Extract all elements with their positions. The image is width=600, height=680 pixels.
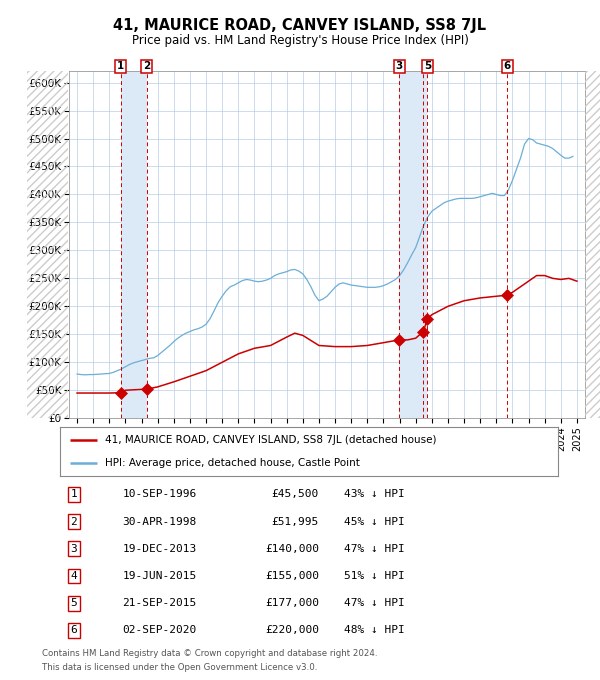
Text: 41, MAURICE ROAD, CANVEY ISLAND, SS8 7JL (detached house): 41, MAURICE ROAD, CANVEY ISLAND, SS8 7JL… [105, 435, 436, 445]
Text: £140,000: £140,000 [265, 544, 319, 554]
Text: 45% ↓ HPI: 45% ↓ HPI [344, 517, 404, 526]
Text: 19-DEC-2013: 19-DEC-2013 [122, 544, 197, 554]
Text: 47% ↓ HPI: 47% ↓ HPI [344, 544, 404, 554]
Text: 1: 1 [117, 61, 124, 71]
Bar [121, 71, 147, 418]
Text: 2: 2 [143, 61, 151, 71]
Text: 1: 1 [71, 490, 77, 499]
Text: £220,000: £220,000 [265, 626, 319, 635]
Text: 3: 3 [71, 544, 77, 554]
Text: £51,995: £51,995 [272, 517, 319, 526]
Text: 10-SEP-1996: 10-SEP-1996 [122, 490, 197, 499]
Text: 6: 6 [71, 626, 77, 635]
Text: 30-APR-1998: 30-APR-1998 [122, 517, 197, 526]
Text: 5: 5 [71, 598, 77, 608]
Text: 4: 4 [71, 571, 77, 581]
Text: 02-SEP-2020: 02-SEP-2020 [122, 626, 197, 635]
Text: Price paid vs. HM Land Registry's House Price Index (HPI): Price paid vs. HM Land Registry's House … [131, 34, 469, 48]
Text: HPI: Average price, detached house, Castle Point: HPI: Average price, detached house, Cast… [105, 458, 359, 468]
Text: 48% ↓ HPI: 48% ↓ HPI [344, 626, 404, 635]
Text: 2: 2 [71, 517, 77, 526]
Text: £177,000: £177,000 [265, 598, 319, 608]
Text: 51% ↓ HPI: 51% ↓ HPI [344, 571, 404, 581]
Text: 21-SEP-2015: 21-SEP-2015 [122, 598, 197, 608]
Text: This data is licensed under the Open Government Licence v3.0.: This data is licensed under the Open Gov… [42, 663, 317, 672]
Text: 5: 5 [424, 61, 431, 71]
Text: 41, MAURICE ROAD, CANVEY ISLAND, SS8 7JL: 41, MAURICE ROAD, CANVEY ISLAND, SS8 7JL [113, 18, 487, 33]
Text: 47% ↓ HPI: 47% ↓ HPI [344, 598, 404, 608]
Text: 6: 6 [503, 61, 511, 71]
Text: 19-JUN-2015: 19-JUN-2015 [122, 571, 197, 581]
Text: 3: 3 [395, 61, 403, 71]
Bar [399, 71, 427, 418]
Text: 43% ↓ HPI: 43% ↓ HPI [344, 490, 404, 499]
Text: £45,500: £45,500 [272, 490, 319, 499]
Text: £155,000: £155,000 [265, 571, 319, 581]
Text: Contains HM Land Registry data © Crown copyright and database right 2024.: Contains HM Land Registry data © Crown c… [42, 649, 377, 658]
